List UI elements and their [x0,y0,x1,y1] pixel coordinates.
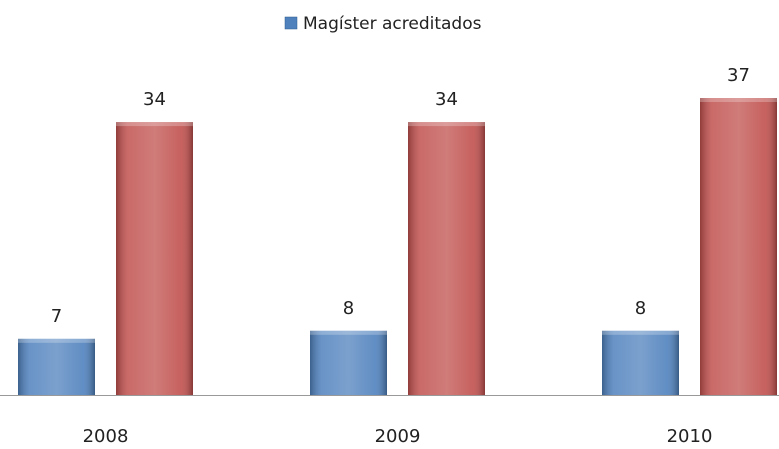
x-tick-label: 2009 [375,426,421,447]
bar-top [18,338,95,343]
data-label: 37 [727,65,750,86]
bar-shine [116,122,193,395]
bar-shine [408,122,485,395]
x-tick-label: 2008 [83,426,129,447]
legend-swatch [284,16,298,30]
data-label: 34 [435,89,458,110]
data-label: 7 [51,306,62,327]
data-label: 8 [635,298,646,319]
bar-shine [602,330,679,395]
data-label: 34 [143,89,166,110]
data-label: 8 [343,298,354,319]
bar-top [310,330,387,335]
bar-shine [310,330,387,395]
bar-top [602,330,679,335]
legend-text: Magíster acreditados [303,14,482,34]
bar-shine [700,98,777,395]
bar-top [116,122,193,127]
bar-top [408,122,485,127]
bar-top [700,98,777,102]
x-tick-label: 2010 [667,426,713,447]
bar-shine [18,338,95,395]
